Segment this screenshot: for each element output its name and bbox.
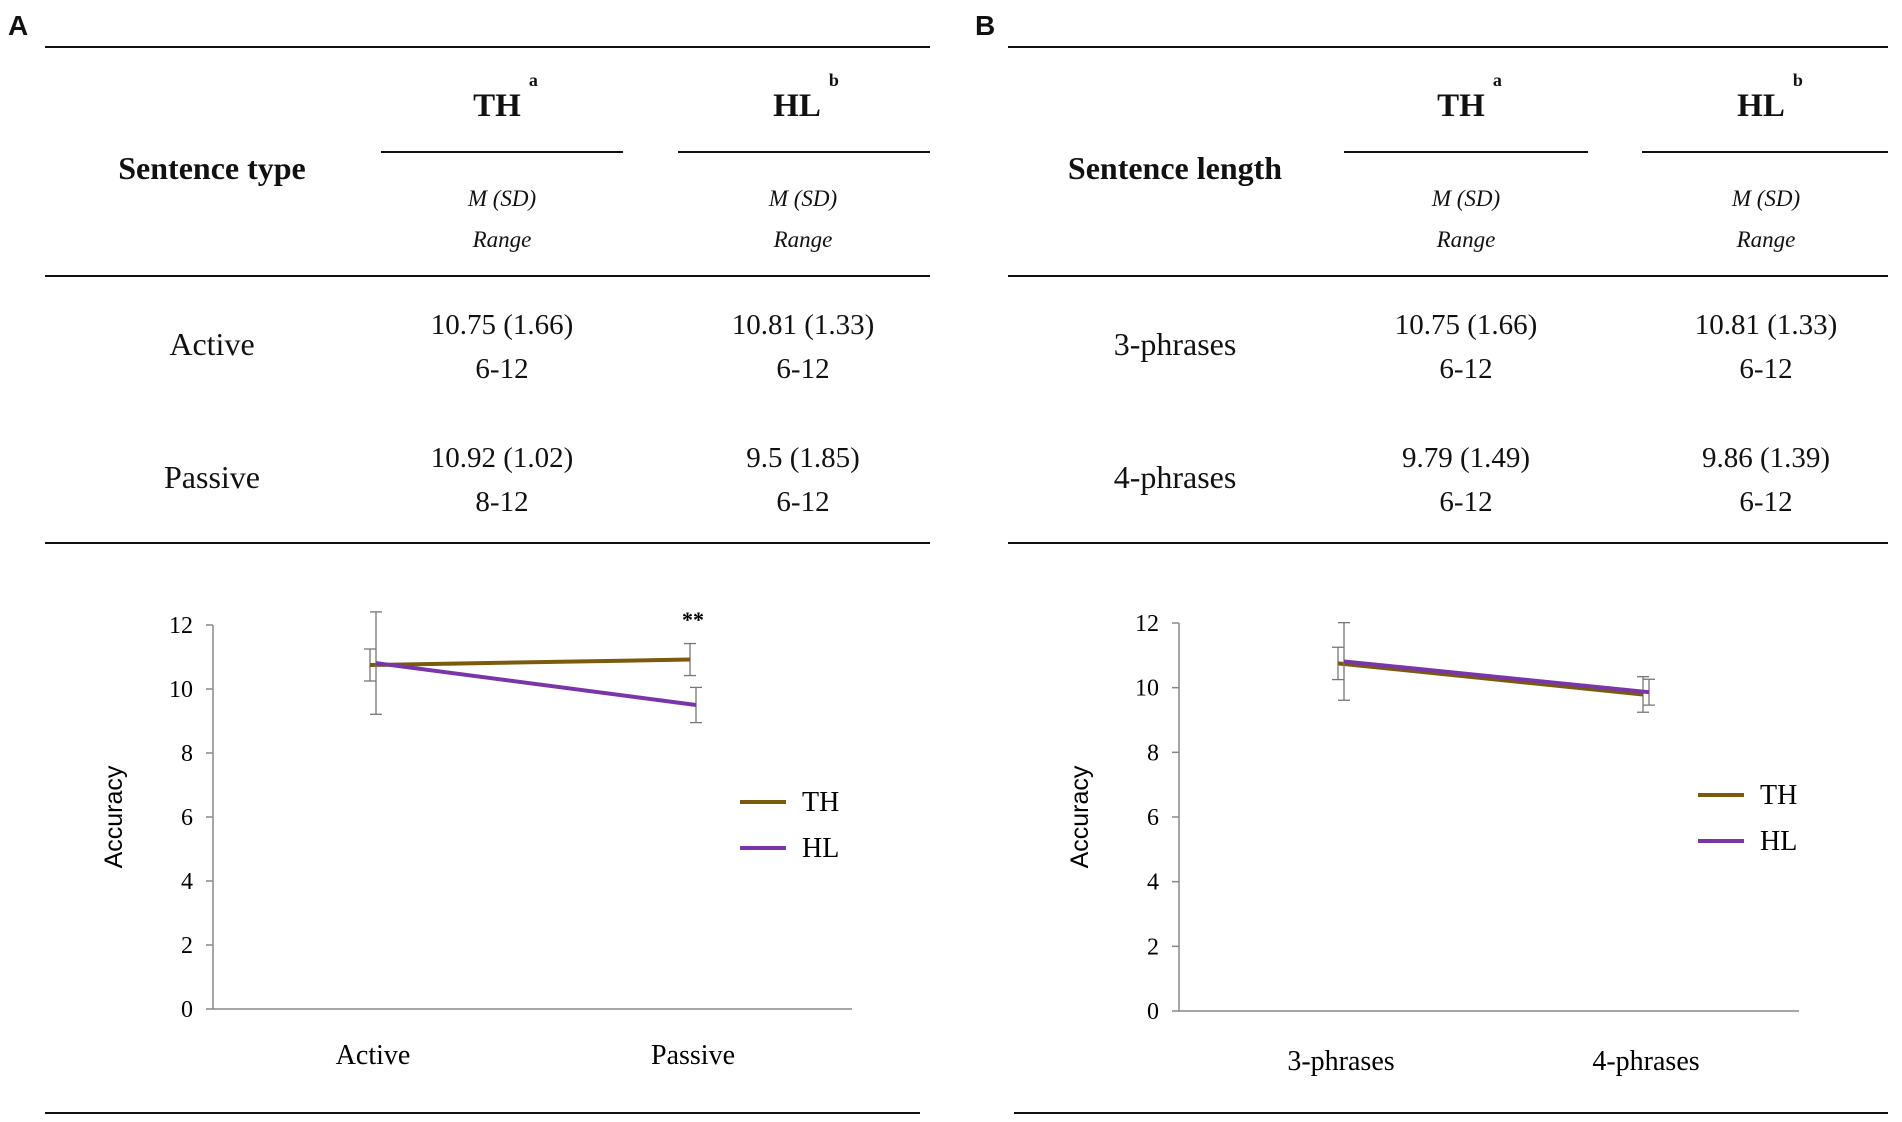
x-tick-label: Active — [336, 1040, 411, 1071]
column-rule-th — [1344, 151, 1588, 153]
table-cell: 10.75 (1.66) 6-12 — [431, 303, 574, 391]
row-header: Sentence length — [1067, 150, 1283, 186]
y-tick-label: 6 — [1147, 805, 1159, 831]
legend-label: HL — [1760, 826, 1797, 857]
series-line-th — [1337, 661, 1644, 697]
column-header-th: TH a — [1437, 70, 1502, 125]
column-header-superscript: b — [828, 70, 839, 90]
cell-stat: 10.81 (1.33) — [731, 309, 875, 341]
cell-range: 6-12 — [1439, 486, 1493, 518]
column-header-superscript: a — [528, 70, 538, 90]
y-tick-label: 10 — [1135, 676, 1159, 702]
subheader-range: Range — [1436, 227, 1496, 252]
panel-bottom-rule — [45, 1112, 920, 1114]
significance-marker: ** — [682, 607, 704, 632]
panel-letter: B — [975, 10, 996, 41]
panel-b: B TH a HL b Sentence length M (SD) Range M… — [951, 0, 1902, 1122]
cell-range: 6-12 — [1739, 353, 1793, 385]
subheader-range: Range — [1736, 227, 1796, 252]
y-tick-label: 4 — [181, 869, 193, 895]
column-header-superscript: b — [1792, 70, 1803, 90]
y-tick-label: 12 — [1135, 611, 1159, 637]
table-cell: 10.75 (1.66) 6-12 — [1395, 303, 1538, 391]
table-cell: 9.79 (1.49) 6-12 — [1402, 436, 1530, 524]
cell-stat: 10.92 (1.02) — [430, 442, 574, 474]
table-cell: 10.92 (1.02) 8-12 — [431, 436, 574, 524]
column-rule-hl — [1642, 151, 1888, 153]
y-tick-label: 12 — [169, 613, 193, 639]
series-line-hl — [375, 661, 697, 707]
y-tick-label: 2 — [181, 933, 193, 959]
column-header-label: HL — [1737, 88, 1785, 124]
cell-range: 8-12 — [475, 486, 529, 518]
column-header-hl: HL b — [1737, 70, 1803, 125]
legend-label: TH — [1760, 780, 1797, 811]
y-tick-label: 10 — [169, 677, 193, 703]
column-header-label: TH — [473, 88, 521, 124]
cell-stat: 10.75 (1.66) — [1394, 309, 1538, 341]
subheader-mean-sd: M (SD) — [1431, 186, 1501, 211]
y-axis-label: Accuracy — [1066, 765, 1094, 868]
line-chart-sentence-type: 0 2 4 6 8 10 12 Accuracy Active Passive TH HL ** — [100, 607, 852, 1071]
table-mid-rule — [45, 275, 930, 277]
series-line-th — [369, 657, 691, 667]
y-tick-label: 6 — [181, 805, 193, 831]
line-chart-sentence-length: 0 2 4 6 8 10 12 Accuracy 3-phrases 4-phrases TH HL — [1066, 611, 1799, 1077]
x-tick-label: Passive — [651, 1040, 735, 1071]
table-cell: 9.5 (1.85) 6-12 — [746, 436, 860, 524]
y-tick-label: 0 — [181, 997, 193, 1023]
table-mid-rule — [1008, 275, 1888, 277]
y-tick-label: 4 — [1147, 870, 1159, 896]
table-cell: 9.86 (1.39) 6-12 — [1702, 436, 1830, 524]
row-label: Active — [169, 326, 255, 362]
y-axis-label: Accuracy — [100, 765, 128, 868]
cell-range: 6-12 — [776, 486, 830, 518]
column-header-th: TH a — [473, 70, 538, 125]
column-header-superscript: a — [1492, 70, 1502, 90]
y-tick-label: 8 — [181, 741, 193, 767]
cell-stat: 10.81 (1.33) — [1694, 309, 1838, 341]
panel-a: A TH a HL b Sentence type M (SD) Range M (… — [8, 10, 930, 1114]
subheader-range: Range — [773, 227, 833, 252]
column-header-label: TH — [1437, 88, 1485, 124]
table-bottom-rule — [1008, 542, 1888, 544]
cell-range: 6-12 — [776, 353, 830, 385]
row-label: 3-phrases — [1113, 326, 1237, 362]
row-label: Passive — [164, 459, 260, 495]
subheader-range: Range — [472, 227, 532, 252]
legend-label: HL — [802, 833, 839, 864]
table-cell: 10.81 (1.33) 6-12 — [732, 303, 875, 391]
cell-stat: 9.5 (1.85) — [746, 442, 860, 474]
x-tick-label: 3-phrases — [1287, 1046, 1394, 1077]
cell-range: 6-12 — [1439, 353, 1493, 385]
column-header-label: HL — [773, 88, 821, 124]
subheader-mean-sd: M (SD) — [467, 186, 537, 211]
y-tick-label: 2 — [1147, 934, 1159, 960]
cell-stat: 10.75 (1.66) — [430, 309, 574, 341]
column-rule-hl — [678, 151, 930, 153]
series-line-hl — [1343, 659, 1650, 695]
panel-letter: A — [8, 10, 29, 41]
y-tick-label: 8 — [1147, 740, 1159, 766]
y-tick-label: 0 — [1147, 999, 1159, 1025]
row-header: Sentence type — [118, 150, 306, 186]
cell-stat: 9.86 (1.39) — [1701, 442, 1831, 474]
cell-range: 6-12 — [475, 353, 529, 385]
table-top-rule — [1008, 46, 1888, 48]
table-bottom-rule — [45, 542, 930, 544]
table-top-rule — [45, 46, 930, 48]
subheader-mean-sd: M (SD) — [1731, 186, 1801, 211]
panel-bottom-rule — [1014, 1112, 1888, 1114]
column-header-hl: HL b — [773, 70, 839, 125]
legend-label: TH — [802, 787, 839, 818]
cell-range: 6-12 — [1739, 486, 1793, 518]
column-rule-th — [381, 151, 623, 153]
subheader-mean-sd: M (SD) — [768, 186, 838, 211]
x-tick-label: 4-phrases — [1592, 1046, 1699, 1077]
table-cell: 10.81 (1.33) 6-12 — [1695, 303, 1838, 391]
row-label: 4-phrases — [1113, 459, 1237, 495]
cell-stat: 9.79 (1.49) — [1401, 442, 1531, 474]
